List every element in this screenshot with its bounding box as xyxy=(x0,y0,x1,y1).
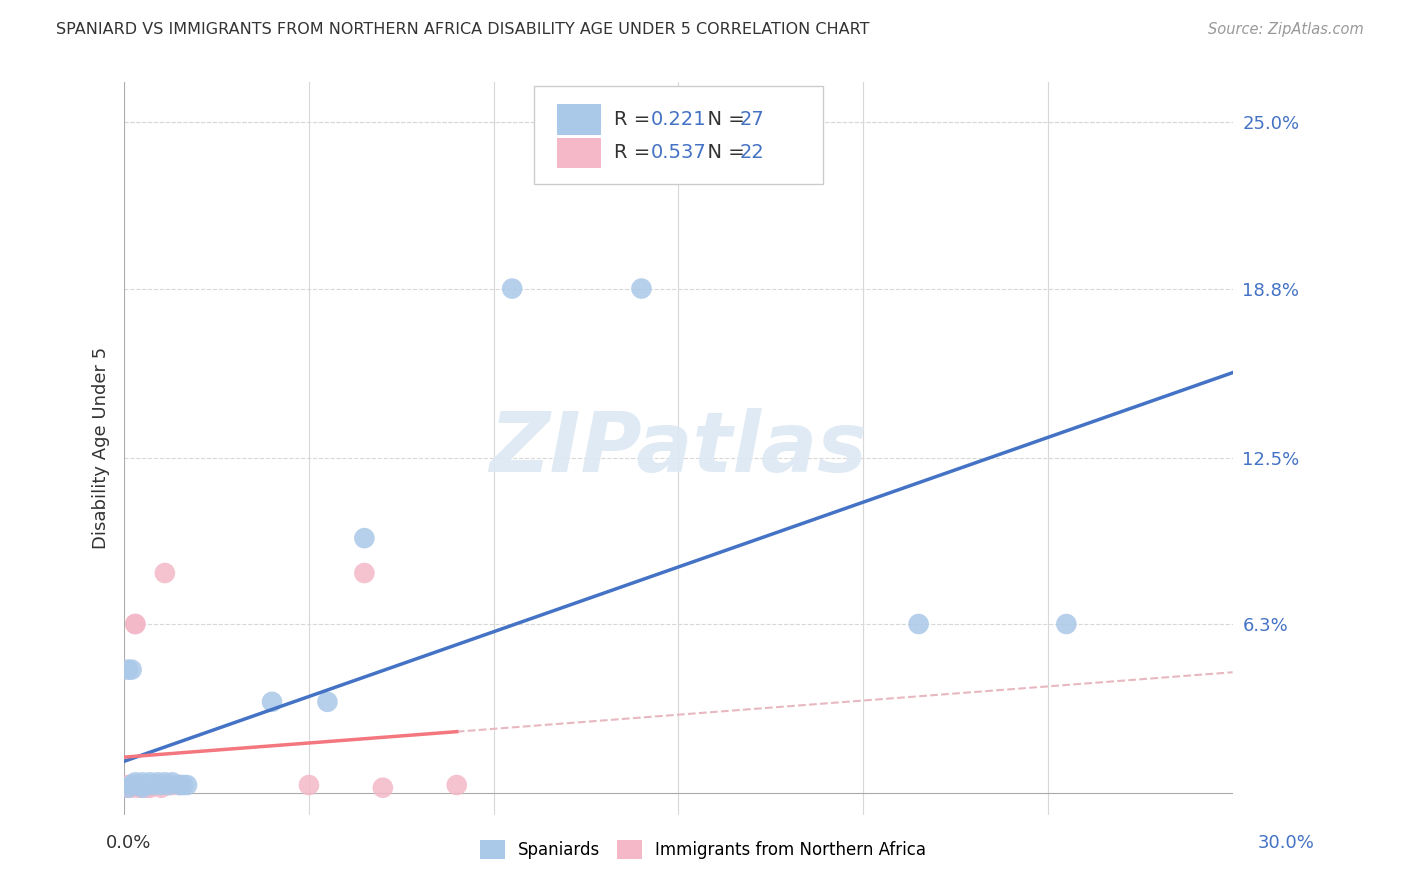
Point xyxy=(146,778,169,792)
Point xyxy=(150,778,173,792)
Point xyxy=(117,663,139,677)
Point xyxy=(157,778,180,792)
Point xyxy=(121,663,143,677)
Point xyxy=(135,778,157,792)
Point xyxy=(162,775,184,789)
Point xyxy=(142,778,165,792)
Point xyxy=(124,778,146,792)
Point xyxy=(172,778,194,792)
Point xyxy=(150,780,173,795)
Point xyxy=(162,778,184,792)
Point xyxy=(176,778,198,792)
Text: N =: N = xyxy=(695,110,751,128)
Point xyxy=(501,281,523,295)
FancyBboxPatch shape xyxy=(557,137,600,169)
Point xyxy=(153,775,176,789)
Point xyxy=(128,778,150,792)
Legend: Spaniards, Immigrants from Northern Africa: Spaniards, Immigrants from Northern Afri… xyxy=(471,831,935,868)
Point xyxy=(260,695,283,709)
Point xyxy=(157,778,180,792)
Point xyxy=(907,617,929,632)
Point xyxy=(117,780,139,795)
Point xyxy=(446,778,468,792)
Point xyxy=(131,775,153,789)
FancyBboxPatch shape xyxy=(557,103,600,135)
Point xyxy=(630,281,652,295)
Point xyxy=(316,695,339,709)
Point xyxy=(117,778,139,792)
Point xyxy=(121,778,143,792)
Point xyxy=(353,566,375,580)
Text: 0.221: 0.221 xyxy=(651,110,706,128)
Point xyxy=(298,778,321,792)
Text: 30.0%: 30.0% xyxy=(1258,834,1315,852)
Point xyxy=(139,780,162,795)
Point xyxy=(128,780,150,795)
Point xyxy=(139,775,162,789)
Text: ZIPatlas: ZIPatlas xyxy=(489,408,868,489)
Point xyxy=(117,780,139,795)
Text: N =: N = xyxy=(695,144,751,162)
Point xyxy=(124,617,146,632)
Point xyxy=(131,780,153,795)
Point xyxy=(128,778,150,792)
Point xyxy=(353,531,375,545)
Point xyxy=(146,775,169,789)
Text: 0.0%: 0.0% xyxy=(105,834,150,852)
Text: R =: R = xyxy=(614,144,657,162)
Text: R =: R = xyxy=(614,110,657,128)
Point xyxy=(142,778,165,792)
Text: 27: 27 xyxy=(740,110,763,128)
Point xyxy=(124,775,146,789)
Point xyxy=(121,780,143,795)
Point xyxy=(153,566,176,580)
Point xyxy=(121,778,143,792)
Text: SPANIARD VS IMMIGRANTS FROM NORTHERN AFRICA DISABILITY AGE UNDER 5 CORRELATION C: SPANIARD VS IMMIGRANTS FROM NORTHERN AFR… xyxy=(56,22,870,37)
Point xyxy=(131,780,153,795)
Y-axis label: Disability Age Under 5: Disability Age Under 5 xyxy=(93,347,110,549)
Text: Source: ZipAtlas.com: Source: ZipAtlas.com xyxy=(1208,22,1364,37)
Point xyxy=(1054,617,1077,632)
Text: 0.537: 0.537 xyxy=(651,144,706,162)
Point xyxy=(169,778,191,792)
Point xyxy=(371,780,394,795)
Point xyxy=(169,778,191,792)
FancyBboxPatch shape xyxy=(534,86,823,185)
Point xyxy=(124,617,146,632)
Point xyxy=(135,780,157,795)
Text: 22: 22 xyxy=(740,144,763,162)
